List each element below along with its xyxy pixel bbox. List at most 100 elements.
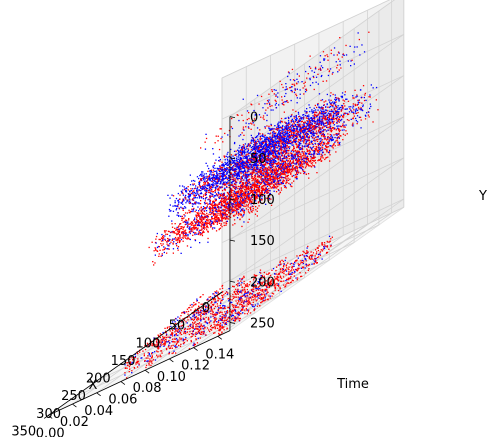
data-point <box>255 164 257 167</box>
data-point <box>261 174 263 177</box>
data-point <box>233 211 235 213</box>
data-point <box>203 181 205 183</box>
data-point <box>234 165 236 168</box>
data-point <box>297 170 299 172</box>
data-point <box>233 215 235 217</box>
data-point <box>208 213 210 215</box>
data-point <box>284 137 286 139</box>
data-point <box>227 156 229 158</box>
data-point <box>211 221 213 224</box>
data-point <box>308 104 310 106</box>
data-point <box>221 164 223 166</box>
data-point <box>282 139 284 141</box>
data-point <box>236 200 239 203</box>
data-point <box>259 191 261 194</box>
data-point <box>250 202 252 204</box>
data-point <box>303 116 305 118</box>
data-point <box>269 152 272 154</box>
data-point <box>243 195 245 197</box>
data-point <box>215 208 218 210</box>
data-point <box>306 164 308 166</box>
data-point <box>241 152 243 154</box>
data-point <box>254 196 257 198</box>
data-point <box>300 162 303 164</box>
data-point <box>244 200 246 202</box>
data-point <box>247 153 250 155</box>
data-point <box>199 196 201 198</box>
data-point <box>228 175 231 177</box>
data-point <box>301 165 303 167</box>
data-point <box>254 142 257 144</box>
data-point <box>269 161 271 163</box>
data-point <box>256 210 258 212</box>
data-point <box>204 182 207 184</box>
data-point <box>269 175 272 177</box>
data-point <box>200 229 202 231</box>
data-point <box>241 197 243 199</box>
data-point <box>168 208 171 211</box>
data-point <box>244 185 247 188</box>
data-point <box>247 169 249 172</box>
data-point <box>187 196 189 198</box>
data-point <box>211 180 213 183</box>
data-point <box>260 192 262 194</box>
data-point <box>161 233 163 236</box>
data-point <box>290 143 292 145</box>
data-point <box>316 153 318 155</box>
data-point <box>336 106 338 109</box>
data-point <box>261 195 263 198</box>
data-point <box>212 205 214 207</box>
data-point <box>320 137 322 139</box>
data-point <box>299 123 301 125</box>
data-point <box>226 169 228 172</box>
data-point <box>255 148 257 150</box>
data-point <box>240 180 243 182</box>
data-point <box>230 148 232 151</box>
data-point <box>250 203 252 205</box>
data-point <box>265 146 267 148</box>
data-point <box>195 194 197 196</box>
data-point <box>285 187 287 189</box>
data-point <box>226 185 228 188</box>
data-point <box>179 236 181 238</box>
data-point <box>193 219 195 221</box>
data-point <box>234 214 236 216</box>
data-point <box>288 169 290 171</box>
data-point <box>239 213 241 215</box>
data-point <box>231 178 233 180</box>
data-point <box>265 145 268 147</box>
data-point <box>228 206 230 208</box>
data-point <box>213 164 215 167</box>
data-point <box>239 193 241 196</box>
data-point <box>222 171 224 174</box>
data-point <box>284 140 286 142</box>
data-point <box>236 207 238 209</box>
data-point <box>313 135 315 137</box>
data-point <box>214 177 216 179</box>
data-point <box>295 163 297 165</box>
data-point <box>252 165 254 167</box>
data-point <box>169 210 171 212</box>
data-point <box>253 177 256 179</box>
data-point <box>231 168 233 171</box>
data-point <box>177 212 179 214</box>
data-point <box>151 241 153 243</box>
data-point <box>231 196 233 198</box>
data-point <box>305 117 307 119</box>
data-point <box>317 151 319 153</box>
data-point <box>274 125 276 127</box>
data-point <box>313 160 315 162</box>
data-point <box>155 242 157 244</box>
data-point <box>215 170 217 172</box>
data-point <box>231 209 233 211</box>
data-point <box>297 113 300 115</box>
data-point <box>310 124 313 126</box>
data-point <box>253 170 255 172</box>
data-point <box>219 175 222 177</box>
data-point <box>215 220 217 222</box>
data-point <box>236 162 238 164</box>
data-point <box>217 180 220 182</box>
data-point <box>201 178 203 180</box>
data-point <box>293 174 295 177</box>
